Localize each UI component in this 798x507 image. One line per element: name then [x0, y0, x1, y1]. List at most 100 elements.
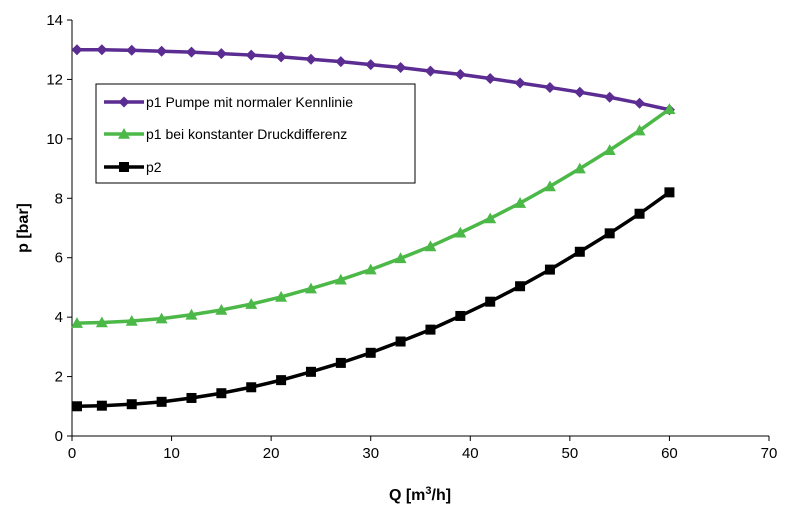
y-axis-ticks: 0 2 4 6 8 10 12 14: [46, 12, 72, 445]
x-tick-label: 20: [263, 445, 280, 462]
x-tick-label: 60: [661, 445, 678, 462]
legend-label: p2: [146, 159, 162, 175]
data-point: [454, 226, 467, 238]
legend-box: [95, 83, 416, 184]
data-point: [185, 46, 197, 58]
y-tick-label: 8: [55, 190, 63, 207]
data-point: [514, 77, 526, 89]
series-3: [71, 187, 675, 412]
data-point: [394, 252, 407, 264]
data-point: [603, 144, 616, 155]
data-point: [71, 401, 82, 412]
data-point: [156, 45, 168, 57]
legend-swatch-marker: [118, 96, 130, 108]
data-point: [70, 317, 83, 328]
data-point: [215, 48, 227, 60]
data-point: [215, 304, 228, 315]
x-tick-label: 40: [462, 445, 479, 462]
data-point: [484, 73, 496, 85]
x-axis-title: Q [m3/h]: [389, 485, 451, 504]
data-point: [275, 290, 288, 302]
data-point: [574, 86, 586, 98]
data-point: [634, 97, 646, 109]
data-point: [663, 103, 676, 114]
data-point: [544, 264, 555, 275]
plot-area: 0 2 4 6 8 10 12 14 0 10 20 30 40 50 60 70: [46, 12, 777, 462]
x-tick-label: 70: [761, 445, 778, 462]
y-tick-label: 10: [46, 131, 63, 148]
legend-item: p1 bei konstanter Druckdifferenz: [104, 126, 347, 142]
series-layer: [70, 44, 676, 412]
y-tick-label: 0: [55, 428, 63, 445]
data-point: [216, 388, 227, 399]
y-axis-title: p [bar]: [15, 203, 32, 253]
data-point: [365, 347, 376, 358]
legend-label: p1 bei konstanter Druckdifferenz: [146, 126, 347, 142]
data-point: [633, 124, 646, 136]
data-point: [335, 357, 346, 368]
data-point: [634, 208, 645, 219]
legend-swatch-marker: [118, 128, 130, 139]
x-axis-title-sup: 3: [425, 485, 431, 497]
data-point: [305, 53, 317, 65]
data-point: [395, 336, 406, 347]
x-tick-label: 0: [68, 445, 76, 462]
x-tick-label: 10: [163, 445, 180, 462]
legend-swatch-marker: [119, 162, 129, 172]
data-point: [95, 316, 108, 328]
data-point: [186, 392, 197, 403]
data-point: [514, 197, 527, 208]
y-tick-label: 4: [55, 309, 63, 326]
data-point: [424, 65, 436, 77]
data-point: [245, 298, 258, 309]
data-point: [425, 324, 436, 335]
y-tick-label: 14: [46, 12, 63, 29]
legend-item: p2: [104, 159, 162, 175]
data-point: [365, 59, 377, 71]
series-1: [71, 44, 675, 116]
data-point: [544, 81, 556, 93]
data-point: [515, 281, 526, 292]
data-point: [96, 44, 108, 56]
data-point: [304, 282, 317, 294]
data-point: [125, 315, 138, 326]
data-point: [573, 162, 586, 174]
y-tick-label: 12: [46, 71, 63, 88]
data-point: [155, 312, 168, 324]
data-point: [424, 240, 437, 252]
data-point: [364, 263, 377, 275]
data-point: [604, 91, 616, 103]
data-point: [275, 51, 287, 63]
data-point: [305, 366, 316, 377]
series-2: [70, 103, 676, 328]
data-point: [156, 396, 167, 407]
data-point: [455, 310, 466, 321]
x-axis-ticks: 0 10 20 30 40 50 60 70: [68, 436, 778, 462]
data-point: [126, 44, 138, 56]
data-point: [484, 212, 497, 224]
data-point: [335, 56, 347, 68]
data-point: [543, 180, 556, 192]
data-point: [604, 228, 615, 239]
x-tick-label: 50: [562, 445, 579, 462]
x-axis-title-main: Q [m: [389, 487, 425, 504]
data-point: [485, 296, 496, 307]
data-point: [96, 400, 107, 411]
data-point: [395, 62, 407, 74]
data-point: [574, 246, 585, 257]
data-point: [126, 399, 137, 410]
data-point: [245, 49, 257, 61]
y-tick-label: 2: [55, 369, 63, 386]
data-point: [334, 273, 347, 285]
series-line: [76, 190, 671, 409]
data-point: [246, 382, 257, 393]
legend: p1 Pumpe mit normaler Kennlinie p1 bei ko…: [95, 83, 416, 184]
legend-item: p1 Pumpe mit normaler Kennlinie: [104, 94, 353, 110]
data-point: [185, 308, 198, 320]
x-tick-label: 30: [362, 445, 379, 462]
data-point: [71, 44, 83, 56]
legend-label: p1 Pumpe mit normaler Kennlinie: [146, 94, 353, 110]
data-point: [664, 187, 675, 198]
x-axis-title-suffix: /h]: [432, 487, 452, 504]
